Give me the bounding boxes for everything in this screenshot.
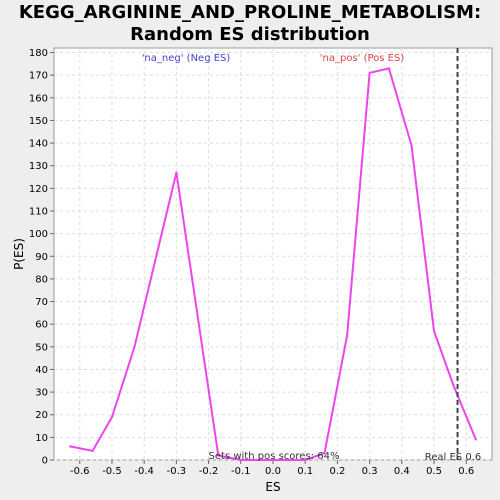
data-point [133, 345, 136, 348]
data-point [69, 445, 72, 448]
data-point [239, 459, 242, 461]
y-tick-label: 130 [29, 161, 48, 172]
y-tick-label: 160 [29, 93, 48, 104]
chart-title-line-2: Random ES distribution [130, 24, 370, 45]
y-tick-label: 80 [35, 274, 48, 285]
y-tick-label: 90 [35, 252, 48, 263]
data-point [410, 144, 413, 147]
y-tick-label: 110 [29, 206, 48, 217]
x-tick-label: 0.2 [329, 466, 345, 477]
y-tick-label: 70 [35, 297, 48, 308]
x-tick-label: -0.4 [134, 466, 154, 477]
x-tick-label: -0.2 [199, 466, 219, 477]
series-line [69, 67, 477, 461]
data-point [368, 71, 371, 74]
y-tick-label: 0 [42, 456, 48, 467]
data-point [346, 334, 349, 337]
data-point [433, 329, 436, 332]
x-tick-label: 0.1 [297, 466, 313, 477]
series-group [69, 67, 477, 461]
annotation-pos-es: 'na_pos' (Pos ES) [320, 53, 405, 64]
y-tick-label: 50 [35, 342, 48, 353]
x-axis-label: ES [265, 480, 280, 494]
y-axis: 0 10 20 30 40 50 60 70 80 90 100 110 120 130 140 150 160… [29, 48, 54, 467]
y-tick-label: 120 [29, 184, 48, 195]
x-tick-label: 0.5 [426, 466, 442, 477]
y-tick-label: 180 [29, 48, 48, 59]
data-point [110, 415, 113, 418]
y-tick-label: 150 [29, 116, 48, 127]
data-point [91, 449, 94, 452]
y-tick-label: 40 [35, 365, 48, 376]
y-tick-label: 30 [35, 388, 48, 399]
x-tick-label: 0.4 [394, 466, 410, 477]
x-axis: -0.6 -0.5 -0.4 -0.3 -0.2 -0.1 0.0 0.1 0.2 0.3 0.4 0… [70, 460, 474, 477]
chart-title: KEGG_ARGININE_AND_PROLINE_METABOLISM: Ra… [0, 2, 500, 46]
data-point [387, 67, 390, 70]
y-tick-label: 140 [29, 139, 48, 150]
annotation-neg-es: 'na_neg' (Neg ES) [142, 53, 231, 64]
grid-lines [54, 48, 492, 461]
y-tick-label: 100 [29, 229, 48, 240]
y-tick-label: 20 [35, 410, 48, 421]
y-tick-label: 170 [29, 71, 48, 82]
x-tick-label: -0.1 [231, 466, 251, 477]
x-tick-label: 0.0 [265, 466, 281, 477]
annotation-sets-pos-scores: Sets with pos scores: 64% [209, 451, 340, 462]
x-tick-label: -0.5 [102, 466, 122, 477]
data-point [262, 459, 265, 461]
data-point [304, 459, 307, 461]
data-point [175, 171, 178, 174]
x-tick-label: 0.6 [458, 466, 474, 477]
data-point [217, 454, 220, 457]
y-axis-label: P(ES) [12, 238, 26, 270]
data-point [281, 459, 284, 461]
y-tick-label: 10 [35, 433, 48, 444]
data-point [474, 438, 477, 441]
data-point [323, 452, 326, 455]
chart-title-line-1: KEGG_ARGININE_AND_PROLINE_METABOLISM: [18, 2, 482, 23]
x-tick-label: -0.3 [167, 466, 187, 477]
y-tick-label: 60 [35, 320, 48, 331]
x-tick-label: 0.3 [362, 466, 378, 477]
x-tick-label: -0.6 [70, 466, 90, 477]
data-point [452, 384, 455, 387]
annotation-real-es: Real ES 0.6 [425, 452, 481, 463]
